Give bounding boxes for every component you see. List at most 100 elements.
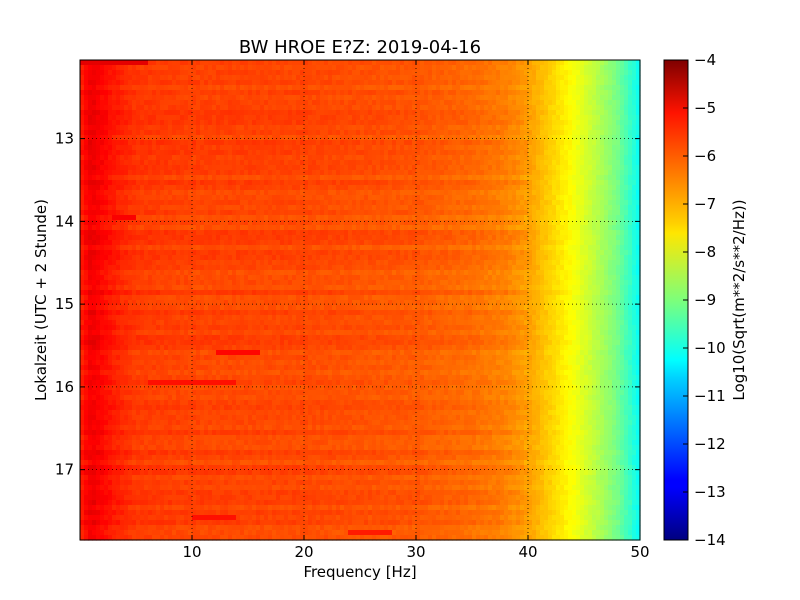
heatmap-cell (452, 130, 457, 136)
heatmap-cell (416, 60, 421, 66)
heatmap-cell (280, 110, 285, 116)
heatmap-cell (288, 70, 293, 76)
heatmap-cell (104, 195, 109, 201)
heatmap-cell (124, 200, 129, 206)
heatmap-cell (80, 65, 85, 71)
heatmap-cell (524, 195, 529, 201)
heatmap-cell (492, 185, 497, 191)
heatmap-cell (224, 170, 229, 176)
heatmap-cell (392, 160, 397, 166)
heatmap-cell (428, 230, 433, 236)
heatmap-cell (424, 180, 429, 186)
heatmap-cell (336, 235, 341, 241)
heatmap-cell (128, 110, 133, 116)
heatmap-cell (496, 95, 501, 101)
heatmap-cell (80, 100, 85, 106)
heatmap-cell (192, 210, 197, 216)
heatmap-cell (272, 60, 277, 66)
heatmap-cell (628, 140, 633, 146)
heatmap-cell (116, 165, 121, 171)
heatmap-cell (636, 125, 641, 131)
heatmap-cell (412, 85, 417, 91)
heatmap-cell (288, 115, 293, 121)
heatmap-cell (608, 160, 613, 166)
heatmap-cell (148, 190, 153, 196)
heatmap-cell (480, 90, 485, 96)
heatmap-cell (556, 120, 561, 126)
heatmap-cell (336, 90, 341, 96)
heatmap-cell (424, 190, 429, 196)
heatmap-cell (608, 195, 613, 201)
heatmap-cell (312, 225, 317, 231)
heatmap-cell (524, 100, 529, 106)
heatmap-cell (516, 140, 521, 146)
heatmap-cell (476, 225, 481, 231)
heatmap-cell (152, 125, 157, 131)
heatmap-cell (540, 195, 545, 201)
heatmap-cell (124, 235, 129, 241)
heatmap-cell (256, 90, 261, 96)
heatmap-cell (440, 190, 445, 196)
heatmap-cell (128, 120, 133, 126)
heatmap-cell (620, 65, 625, 71)
heatmap-cell (256, 110, 261, 116)
heatmap-cell (208, 120, 213, 126)
heatmap-cell (344, 155, 349, 161)
heatmap-cell (452, 220, 457, 226)
heatmap-cell (508, 210, 513, 216)
heatmap-cell (616, 225, 621, 231)
heatmap-cell (420, 65, 425, 71)
heatmap-cell (392, 215, 397, 221)
heatmap-cell (228, 225, 233, 231)
heatmap-cell (124, 105, 129, 111)
heatmap-cell (228, 60, 233, 66)
heatmap-cell (320, 85, 325, 91)
heatmap-cell (564, 115, 569, 121)
heatmap-cell (156, 110, 161, 116)
heatmap-cell (516, 75, 521, 81)
heatmap-cell (208, 125, 213, 131)
heatmap-cell (580, 180, 585, 186)
heatmap-cell (140, 195, 145, 201)
heatmap-cell (108, 105, 113, 111)
heatmap-cell (360, 105, 365, 111)
heatmap-cell (164, 115, 169, 121)
heatmap-cell (588, 155, 593, 161)
heatmap-cell (392, 60, 397, 66)
heatmap-cell (384, 145, 389, 151)
heatmap-cell (280, 105, 285, 111)
heatmap-cell (528, 150, 533, 156)
heatmap-cell (352, 120, 357, 126)
heatmap-cell (624, 70, 629, 76)
heatmap-cell (292, 65, 297, 71)
heatmap-cell (136, 190, 141, 196)
heatmap-cell (480, 125, 485, 131)
heatmap-cell (320, 200, 325, 206)
heatmap-cell (404, 145, 409, 151)
heatmap-cell (376, 145, 381, 151)
heatmap-cell (84, 190, 89, 196)
heatmap-cell (628, 80, 633, 86)
heatmap-cell (340, 170, 345, 176)
heatmap-cell (568, 160, 573, 166)
heatmap-cell (384, 65, 389, 71)
heatmap-cell (188, 225, 193, 231)
heatmap-cell (472, 80, 477, 86)
heatmap-cell (404, 175, 409, 181)
heatmap-cell (184, 180, 189, 186)
heatmap-cell (592, 125, 597, 131)
heatmap-cell (468, 160, 473, 166)
heatmap-cell (132, 235, 137, 241)
heatmap-cell (160, 175, 165, 181)
heatmap-cell (140, 205, 145, 211)
heatmap-cell (392, 70, 397, 76)
heatmap-cell (436, 225, 441, 231)
heatmap-cell (604, 185, 609, 191)
heatmap-cell (576, 85, 581, 91)
heatmap-cell (240, 110, 245, 116)
heatmap-cell (456, 230, 461, 236)
heatmap-cell (324, 60, 329, 66)
heatmap-cell (196, 75, 201, 81)
heatmap-cell (164, 120, 169, 126)
heatmap-cell (304, 170, 309, 176)
